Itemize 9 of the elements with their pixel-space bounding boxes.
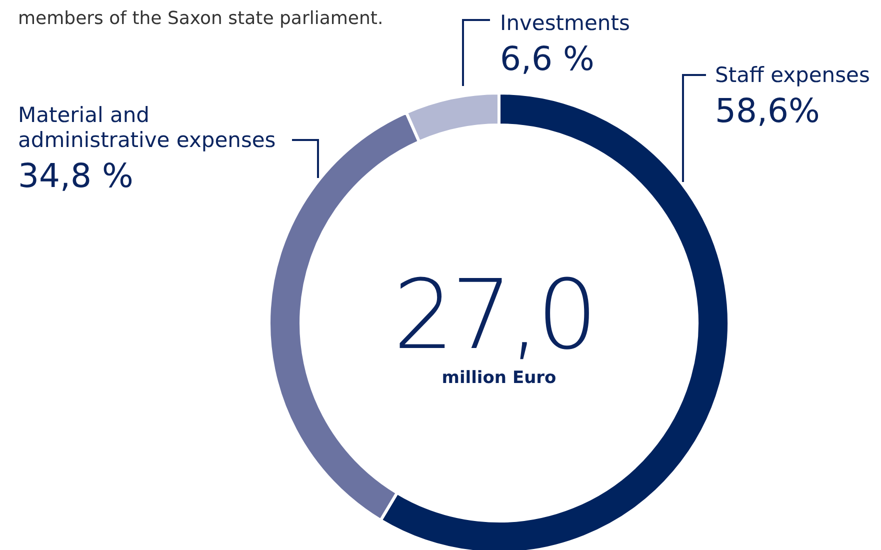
data-label: 58,6% (715, 91, 820, 130)
data-label: 34,8 % (18, 156, 134, 195)
slice-label: Investments (500, 11, 630, 35)
slice-label: Staff expenses (715, 63, 870, 87)
text: 27,0 (393, 259, 595, 371)
slice-label: Material and administrative expenses (18, 103, 276, 152)
data-label: 6,6 % (500, 39, 594, 78)
text: million Euro (442, 368, 556, 388)
text: members of the Saxon state parliament. (18, 8, 384, 29)
